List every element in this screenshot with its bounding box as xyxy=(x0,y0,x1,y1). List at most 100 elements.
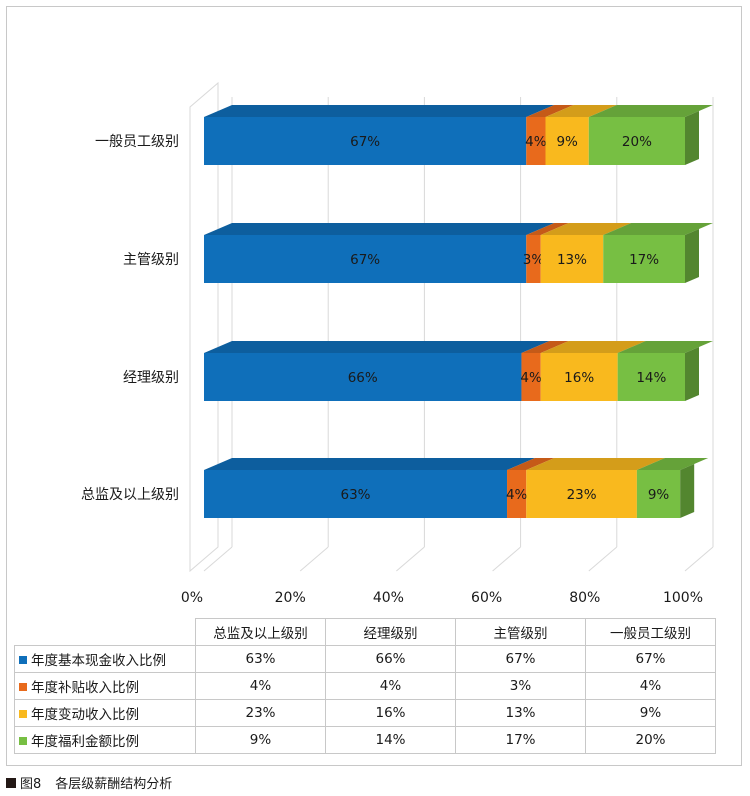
legend-swatch xyxy=(19,737,27,745)
data-label: 9% xyxy=(648,487,670,503)
bar-top-face xyxy=(636,458,709,470)
data-label: 3% xyxy=(523,252,545,268)
bar-top-face xyxy=(603,223,713,235)
bar-segment xyxy=(617,353,685,401)
bar-top-face xyxy=(526,458,665,470)
legend-swatch xyxy=(19,656,27,664)
data-table-row: 年度补贴收入比例 4% 4% 3% 4% xyxy=(14,672,716,700)
table-cell: 4% xyxy=(585,672,716,700)
data-table-col-header: 经理级别 xyxy=(325,618,456,646)
floor-gridline xyxy=(684,546,714,572)
bar-segment xyxy=(204,235,527,283)
x-tick-label: 100% xyxy=(663,590,703,606)
bar-top-face xyxy=(204,458,536,470)
table-cell: 3% xyxy=(455,672,586,700)
chart-plot: 63% 4% 23% 9% 总监及以上级别 66% 4% 16% 14% 经理级别 67% 3% 13%… xyxy=(81,81,714,606)
table-cell: 9% xyxy=(585,699,716,727)
side-wall xyxy=(189,81,219,573)
bar-segment xyxy=(526,470,637,518)
legend-label: 年度变动收入比例 xyxy=(31,707,139,723)
bar-top-face xyxy=(540,341,646,353)
data-table-corner xyxy=(14,618,196,646)
x-tick-label: 0% xyxy=(181,590,203,606)
x-tick-label: 20% xyxy=(275,590,306,606)
category-label: 一般员工级别 xyxy=(95,134,179,150)
bar-top-face xyxy=(526,105,574,117)
bar-segment xyxy=(636,470,681,518)
data-label: 4% xyxy=(525,134,547,150)
legend-label: 年度福利金额比例 xyxy=(31,734,139,750)
bar-top-face xyxy=(526,223,569,235)
x-tick-label: 40% xyxy=(373,590,404,606)
data-table-col-header: 主管级别 xyxy=(455,618,586,646)
floor-gridline xyxy=(396,546,425,572)
bar-segment xyxy=(521,353,541,401)
bar-top-face xyxy=(204,223,555,235)
floor-gridline xyxy=(588,546,618,572)
bar-top-face xyxy=(588,105,713,117)
x-tick-label: 80% xyxy=(569,590,600,606)
legend-label: 年度基本现金收入比例 xyxy=(31,653,166,669)
bar-side-face xyxy=(685,347,699,401)
bar-segment xyxy=(526,117,546,165)
bar-top-face xyxy=(617,341,713,353)
bar-side-face xyxy=(680,464,695,518)
bar-segment xyxy=(204,117,527,165)
table-cell: 63% xyxy=(195,645,326,673)
legend-entry: 年度基本现金收入比例 xyxy=(14,645,196,673)
data-table-row: 年度基本现金收入比例 63% 66% 67% 67% xyxy=(14,645,716,673)
data-label: 9% xyxy=(556,134,578,150)
legend-swatch xyxy=(19,683,27,691)
bar-segment xyxy=(603,235,685,283)
legend-entry: 年度变动收入比例 xyxy=(14,699,196,727)
table-cell: 4% xyxy=(325,672,456,700)
bar-top-face xyxy=(507,458,555,470)
category-label: 总监及以上级别 xyxy=(81,487,179,503)
figure-caption: 图8 各层级薪酬结构分析 xyxy=(6,773,172,792)
data-label: 20% xyxy=(622,134,652,150)
bar-top-face xyxy=(540,223,632,235)
table-cell: 14% xyxy=(325,726,456,754)
data-label: 66% xyxy=(348,370,378,386)
data-label: 67% xyxy=(350,252,380,268)
table-cell: 13% xyxy=(455,699,586,727)
bar-top-face xyxy=(204,105,555,117)
data-label: 16% xyxy=(564,370,594,386)
data-label: 17% xyxy=(629,252,659,268)
bar-segment xyxy=(507,470,527,518)
bar-side-face xyxy=(685,111,699,165)
data-label: 13% xyxy=(557,252,587,268)
floor-gridline xyxy=(492,546,521,572)
caption-square-icon xyxy=(6,777,16,788)
table-cell: 66% xyxy=(325,645,456,673)
caption-title: 各层级薪酬结构分析 xyxy=(55,777,173,792)
data-table-header-row: 总监及以上级别 经理级别 主管级别 一般员工级别 xyxy=(14,618,716,646)
bar-segment xyxy=(204,353,522,401)
legend-label: 年度补贴收入比例 xyxy=(31,680,139,696)
bar-top-face xyxy=(204,341,550,353)
floor-gridline xyxy=(203,546,233,572)
caption-figure-number: 图8 xyxy=(20,777,42,792)
bar-side-face xyxy=(685,229,699,283)
data-label: 4% xyxy=(520,370,542,386)
data-table-col-header: 总监及以上级别 xyxy=(195,618,326,646)
table-cell: 20% xyxy=(585,726,716,754)
table-cell: 67% xyxy=(585,645,716,673)
legend-entry: 年度补贴收入比例 xyxy=(14,672,196,700)
data-label: 14% xyxy=(636,370,666,386)
table-cell: 9% xyxy=(195,726,326,754)
x-tick-label: 60% xyxy=(471,590,502,606)
category-label: 经理级别 xyxy=(123,370,179,386)
legend-swatch xyxy=(19,710,27,718)
floor-gridline xyxy=(299,546,329,572)
data-label: 67% xyxy=(350,134,380,150)
data-label: 23% xyxy=(567,487,597,503)
data-table-row: 年度福利金额比例 9% 14% 17% 20% xyxy=(14,726,716,754)
data-table-col-header: 一般员工级别 xyxy=(585,618,716,646)
table-cell: 4% xyxy=(195,672,326,700)
bar-segment xyxy=(545,117,589,165)
bar-segment xyxy=(540,235,604,283)
bar-top-face xyxy=(521,341,569,353)
table-cell: 23% xyxy=(195,699,326,727)
category-label: 主管级别 xyxy=(123,252,179,268)
